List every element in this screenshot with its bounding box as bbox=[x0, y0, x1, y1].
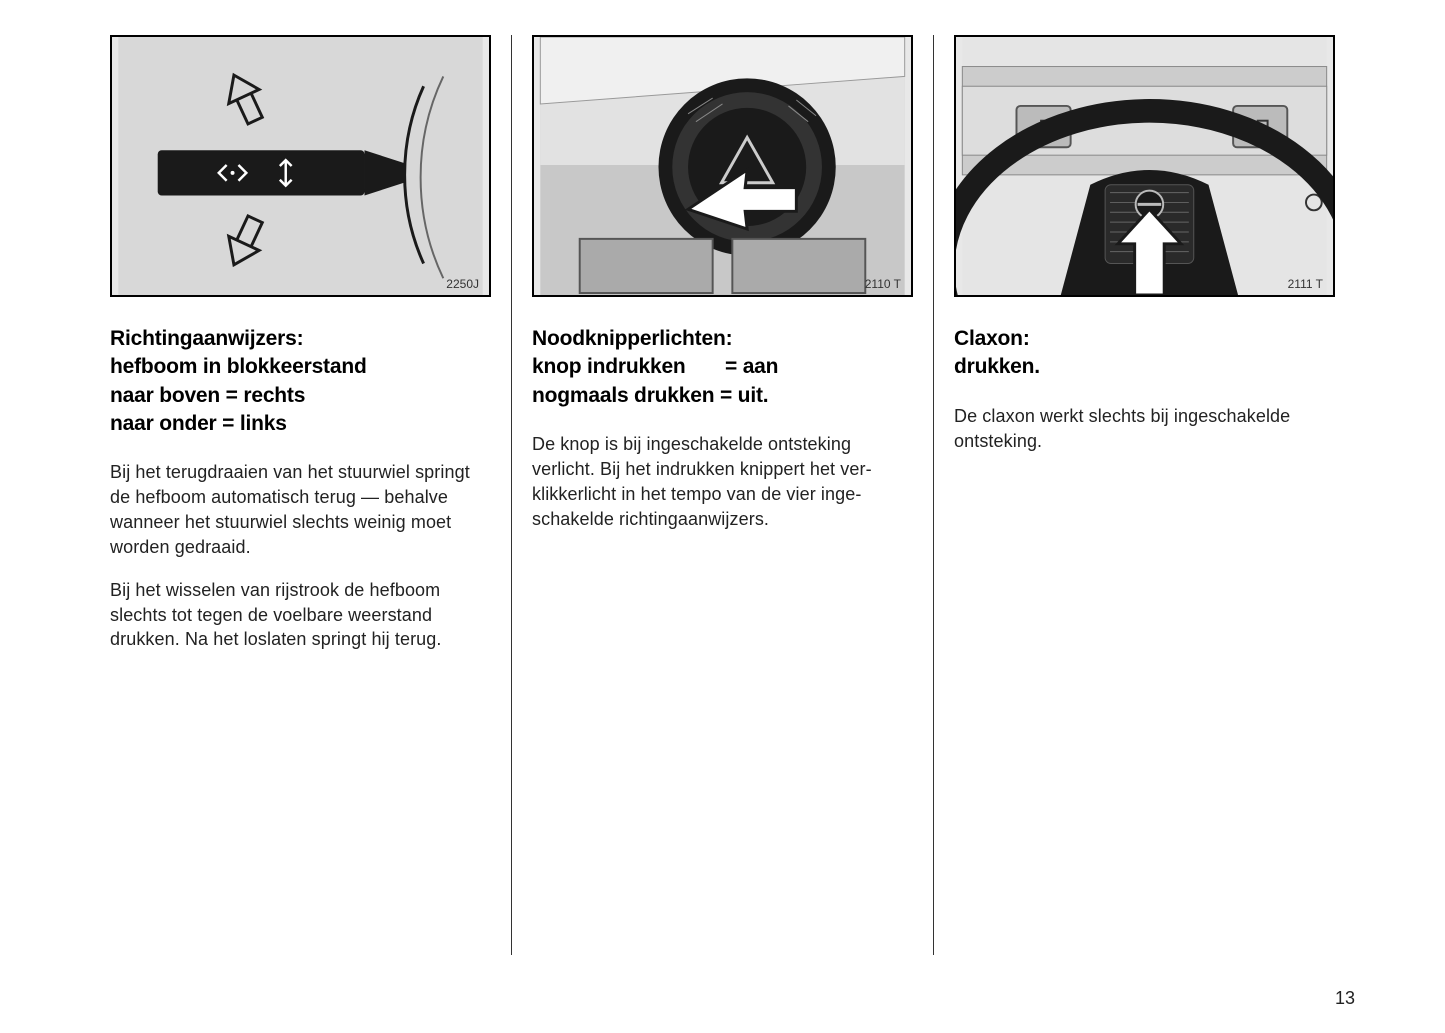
heading-richtingaanwijzers: Richtingaanwijzers: hefboom in blokkeers… bbox=[110, 325, 491, 438]
page-number: 13 bbox=[1335, 988, 1355, 1009]
illustration-turn-signal: 2250J bbox=[110, 35, 491, 297]
heading-line: hefboom in blokkeerstand bbox=[110, 355, 367, 378]
heading-line: nogmaals drukken = uit. bbox=[532, 384, 768, 407]
column-richtingaanwijzers: 2250J Richtingaanwijzers: hefboom in blo… bbox=[90, 35, 512, 955]
heading-claxon: Claxon: drukken. bbox=[954, 325, 1335, 382]
heading-line: Noodknipperlichten: bbox=[532, 327, 732, 350]
illustration-id: 2110 T bbox=[865, 277, 901, 291]
illustration-hazard-button: 2110 T bbox=[532, 35, 913, 297]
column-claxon: 2111 T Claxon: drukken. De claxon werkt … bbox=[934, 35, 1355, 955]
column-noodknipperlichten: 2110 T Noodknipperlichten: knop indrukke… bbox=[512, 35, 934, 955]
heading-line: naar onder = links bbox=[110, 412, 287, 435]
paragraph: Bij het wisselen van rijstrook de hefboo… bbox=[110, 578, 491, 652]
heading-line: naar boven = rechts bbox=[110, 384, 305, 407]
paragraph: De claxon werkt slechts bij ingeschakeld… bbox=[954, 404, 1335, 454]
heading-line: Claxon: bbox=[954, 327, 1030, 350]
paragraph: De knop is bij ingeschakelde ontsteking … bbox=[532, 432, 913, 531]
heading-noodknipperlichten: Noodknipperlichten: knop indrukken = aan… bbox=[532, 325, 913, 410]
heading-line: Richtingaanwijzers: bbox=[110, 327, 303, 350]
page-columns: 2250J Richtingaanwijzers: hefboom in blo… bbox=[90, 35, 1355, 955]
paragraph: Bij het terugdraaien van het stuurwiel s… bbox=[110, 460, 491, 559]
heading-line: knop indrukken = aan bbox=[532, 355, 778, 378]
illustration-horn: 2111 T bbox=[954, 35, 1335, 297]
heading-line: drukken. bbox=[954, 355, 1040, 378]
illustration-id: 2111 T bbox=[1288, 277, 1323, 291]
illustration-id: 2250J bbox=[446, 277, 479, 291]
